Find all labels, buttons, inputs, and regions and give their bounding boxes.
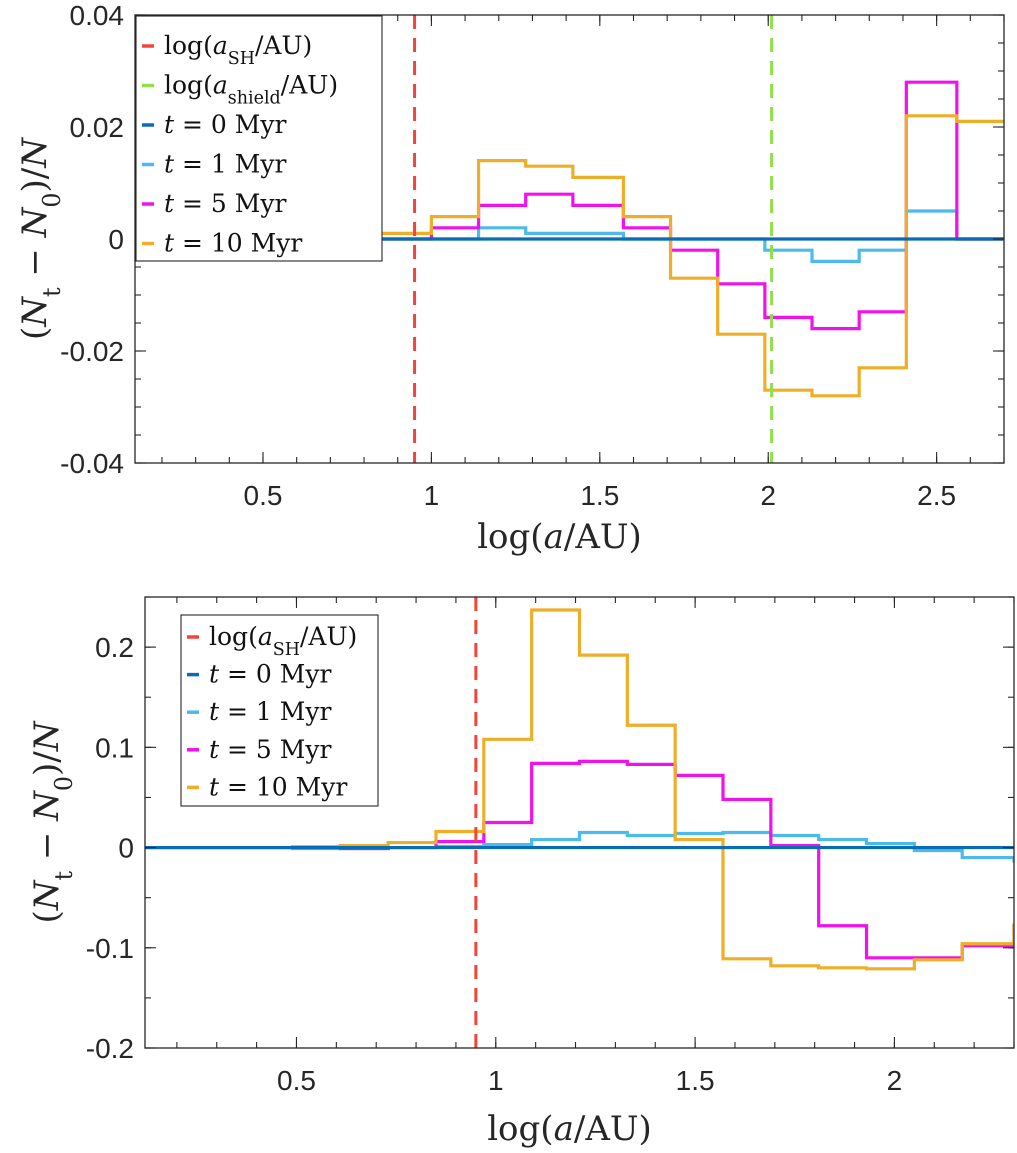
legend-entry: log(aSH/AU) [209, 622, 357, 660]
y-axis-label: (Nt − N0)/N [15, 137, 66, 340]
y-tick-label: -0.1 [86, 933, 134, 964]
y-tick-label: -0.04 [60, 448, 124, 479]
legend-entry: t = 1 Myr [209, 697, 331, 726]
x-tick-label: 1.5 [676, 1065, 715, 1096]
x-tick-label: 0.5 [277, 1065, 316, 1096]
legend-entry: t = 10 Myr [209, 772, 347, 801]
legend: log(aSH/AU)log(ashield/AU)t = 0 Myr t = 1… [135, 15, 383, 262]
x-tick-label: 2 [760, 480, 776, 511]
y-tick-label: 0 [108, 224, 124, 255]
legend-entry: t = 1 Myr [164, 150, 286, 179]
plot-area [145, 597, 1014, 1048]
x-axis-label: log(a/AU) [477, 517, 642, 557]
x-tick-label: 1 [424, 480, 440, 511]
y-tick-label: 0.2 [95, 632, 134, 663]
legend-box [180, 614, 379, 807]
legend-entry: t = 0 Myr [209, 660, 331, 689]
y-tick-label: -0.02 [60, 336, 124, 367]
legend-box [135, 15, 383, 262]
legend-entry: t = 0 Myr [164, 110, 286, 139]
series-line-t-10-myr [145, 608, 1014, 971]
x-axis-label: log(a/AU) [487, 1109, 652, 1149]
x-tick-label: 2.5 [917, 480, 956, 511]
x-tick-label: 0.5 [244, 480, 283, 511]
y-tick-label: 0.04 [70, 0, 125, 31]
chart-panel-1: 0.5 1 1.5 2 2.5 0.04 0.02 0 -0.02 -0.04 log(a/AU) (… [15, 0, 1005, 557]
legend-entry: t = 5 Myr [164, 189, 286, 218]
y-tick-label: -0.2 [86, 1033, 134, 1064]
legend-entry: t = 10 Myr [164, 229, 302, 258]
legend-entry: log(aSH/AU) [164, 31, 312, 69]
x-tick-label: 1 [488, 1065, 504, 1096]
axes-frame [144, 596, 1015, 1049]
chart-panel-2: 0.5 1 1.5 2 0.2 0.1 0 -0.1 -0.2 log(a/AU) (Nt − N0… [27, 596, 1015, 1149]
legend-entry: log(ashield/AU) [164, 71, 338, 109]
legend-entry: t = 5 Myr [209, 735, 331, 764]
legend: log(aSH/AU)t = 0 Myr t = 1 Myr t = 5 Myr t … [180, 614, 379, 807]
y-tick-label: 0.1 [95, 732, 134, 763]
x-tick-label: 1.5 [580, 480, 619, 511]
y-tick-label: 0 [118, 833, 134, 864]
x-tick-label: 2 [887, 1065, 903, 1096]
y-tick-label: 0.02 [70, 112, 125, 143]
y-axis-label: (Nt − N0)/N [27, 720, 78, 923]
